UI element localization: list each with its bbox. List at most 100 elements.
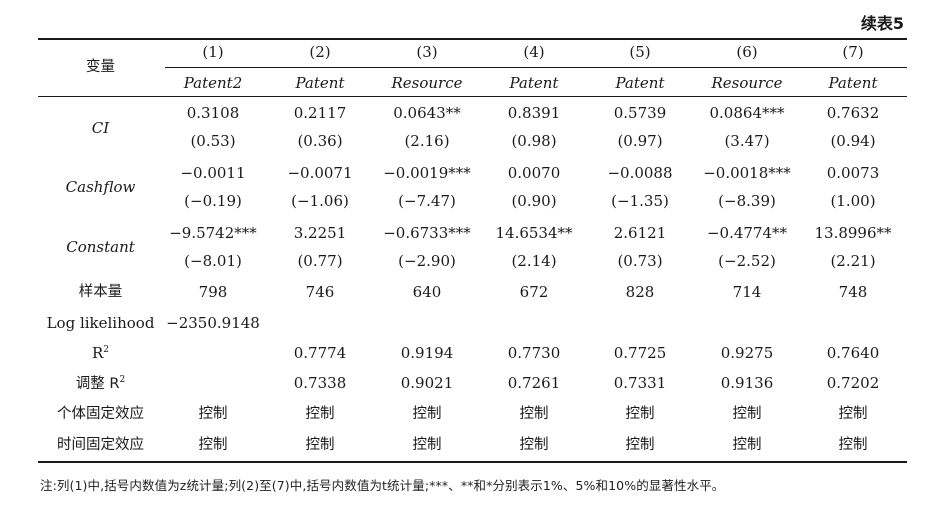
coefficient-cell: 0.0070 [507, 164, 561, 182]
stat-label-text: R [91, 344, 104, 362]
stat-value-cell: 控制 [519, 437, 549, 453]
stat-value-cell: 控制 [625, 406, 655, 422]
coefficient-cell: 13.8996** [814, 224, 892, 242]
header-sub-rule [165, 67, 907, 68]
stat-value-cell: 控制 [305, 437, 335, 453]
dependent-variable: Patent [828, 74, 878, 92]
statistic-cell: (−2.52) [718, 252, 776, 270]
coefficient-cell: −0.6733*** [383, 224, 471, 242]
column-number: (4) [523, 43, 545, 61]
stat-value-cell: 控制 [732, 406, 762, 422]
stat-value-cell: 746 [305, 283, 335, 301]
stat-row-label: R2 [38, 343, 163, 363]
stat-label-superscript: 2 [103, 345, 110, 355]
coefficient-cell: 0.0864*** [709, 104, 785, 122]
coefficient-cell: 0.0073 [826, 164, 880, 182]
stat-value-cell: −2350.9148 [166, 314, 260, 332]
coefficient-cell: 0.0643** [393, 104, 461, 122]
statistic-cell: (0.98) [511, 132, 557, 150]
statistic-cell: (0.36) [297, 132, 343, 150]
stat-value-cell: 0.9136 [720, 374, 774, 392]
stat-value-cell: 控制 [305, 406, 335, 422]
coefficient-cell: 14.6534** [495, 224, 573, 242]
coefficient-cell: 0.8391 [507, 104, 561, 122]
stat-value-cell: 0.7730 [507, 344, 561, 362]
coefficient-cell: −0.0071 [287, 164, 353, 182]
stat-value-cell: 748 [838, 283, 868, 301]
statistic-cell: (2.21) [830, 252, 876, 270]
stat-value-cell: 控制 [838, 437, 868, 453]
stat-value-cell: 640 [412, 283, 442, 301]
dependent-variable: Patent [295, 74, 345, 92]
column-number: (3) [416, 43, 438, 61]
statistic-cell: (−1.06) [291, 192, 349, 210]
stat-value-cell: 0.7202 [826, 374, 880, 392]
statistic-cell: (2.16) [404, 132, 450, 150]
header-bottom-rule [38, 96, 907, 97]
statistic-cell: (3.47) [724, 132, 770, 150]
statistic-cell: (−7.47) [398, 192, 456, 210]
statistic-cell: (−8.39) [718, 192, 776, 210]
coefficient-cell: −0.0018*** [703, 164, 791, 182]
coefficient-cell: −9.5742*** [169, 224, 257, 242]
statistic-cell: (1.00) [830, 192, 876, 210]
stub-header: 变量 [86, 59, 115, 75]
statistic-cell: (−1.35) [611, 192, 669, 210]
stat-value-cell: 0.7331 [613, 374, 667, 392]
table-continued-label: 续表5 [860, 14, 904, 33]
stat-value-cell: 控制 [198, 406, 228, 422]
statistic-cell: (0.90) [511, 192, 557, 210]
variable-name: Cashflow [65, 178, 136, 196]
stat-value-cell: 控制 [412, 406, 442, 422]
stat-value-cell: 控制 [732, 437, 762, 453]
dependent-variable: Resource [711, 74, 783, 92]
statistic-cell: (2.14) [511, 252, 557, 270]
statistic-cell: (0.97) [617, 132, 663, 150]
table-top-rule [38, 38, 907, 40]
statistic-cell: (−2.90) [398, 252, 456, 270]
stat-value-cell: 控制 [519, 406, 549, 422]
coefficient-cell: 0.2117 [293, 104, 347, 122]
coefficient-cell: −0.0019*** [383, 164, 471, 182]
stat-value-cell: 0.7725 [613, 344, 667, 362]
stat-row-label: 时间固定效应 [57, 437, 144, 453]
column-number: (5) [629, 43, 651, 61]
column-number: (1) [202, 43, 224, 61]
column-number: (2) [309, 43, 331, 61]
stat-label-superscript: 2 [119, 375, 126, 385]
stat-row-label: 个体固定效应 [57, 406, 144, 422]
stat-value-cell: 828 [625, 283, 655, 301]
stat-row-label: 样本量 [78, 284, 123, 300]
stat-value-cell: 控制 [412, 437, 442, 453]
stat-value-cell: 控制 [838, 406, 868, 422]
stat-row-label: Log likelihood [46, 314, 155, 332]
coefficient-cell: 0.5739 [613, 104, 667, 122]
coefficient-cell: 0.7632 [826, 104, 880, 122]
statistic-cell: (−0.19) [184, 192, 242, 210]
coefficient-cell: 0.3108 [186, 104, 240, 122]
stat-value-cell: 0.7640 [826, 344, 880, 362]
coefficient-cell: −0.0088 [607, 164, 673, 182]
statistic-cell: (0.94) [830, 132, 876, 150]
stat-value-cell: 0.9275 [720, 344, 774, 362]
column-number: (7) [842, 43, 864, 61]
statistic-cell: (0.53) [190, 132, 236, 150]
variable-name: Constant [66, 238, 135, 256]
dependent-variable: Resource [391, 74, 463, 92]
coefficient-cell: −0.4774** [706, 224, 788, 242]
statistic-cell: (−8.01) [184, 252, 242, 270]
statistic-cell: (0.73) [617, 252, 663, 270]
stat-label-text: 调整 R [75, 376, 120, 392]
table-bottom-rule [38, 461, 907, 463]
coefficient-cell: −0.0011 [180, 164, 246, 182]
stat-value-cell: 控制 [625, 437, 655, 453]
column-number: (6) [736, 43, 758, 61]
dependent-variable: Patent [615, 74, 665, 92]
statistic-cell: (0.77) [297, 252, 343, 270]
dependent-variable: Patent [509, 74, 559, 92]
stat-value-cell: 0.9194 [400, 344, 454, 362]
stat-value-cell: 控制 [198, 437, 228, 453]
table-footnote: 注:列(1)中,括号内数值为z统计量;列(2)至(7)中,括号内数值为t统计量;… [40, 478, 725, 493]
stat-value-cell: 0.7338 [293, 374, 347, 392]
variable-name: CI [91, 119, 110, 137]
